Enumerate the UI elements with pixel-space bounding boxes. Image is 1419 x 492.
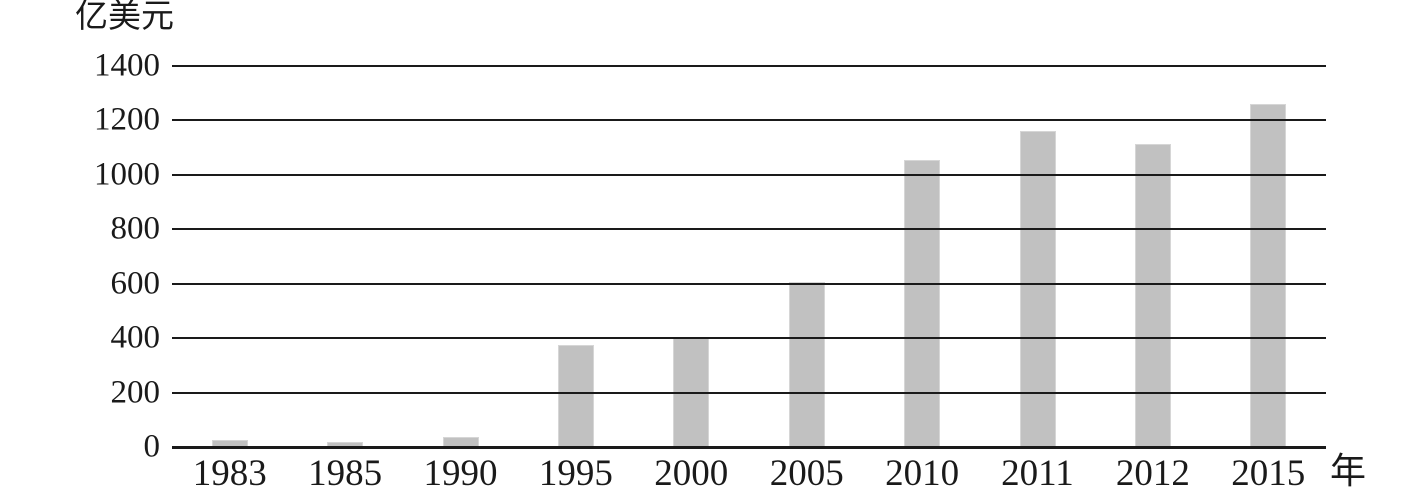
gridline	[172, 173, 1326, 176]
y-tick-label: 0	[143, 428, 161, 465]
y-tick-label: 1400	[94, 47, 160, 84]
bar-2015	[1250, 104, 1287, 447]
gridline	[172, 65, 1326, 67]
bar-2012	[1134, 143, 1171, 447]
y-tick-label: 1000	[94, 156, 160, 193]
x-tick-label: 2000	[654, 453, 729, 492]
y-tick-label: 600	[110, 265, 161, 302]
x-tick-label: 2015	[1231, 453, 1306, 492]
x-tick-label: 1985	[308, 453, 383, 492]
gridline	[172, 391, 1326, 394]
bar-1985	[327, 441, 364, 447]
gridline	[172, 119, 1326, 122]
x-tick-label: 1990	[423, 453, 498, 492]
bar-1995	[557, 344, 594, 447]
gridline	[172, 337, 1326, 340]
y-tick-label: 1200	[94, 101, 160, 138]
y-axis-unit-label: 亿美元	[75, 0, 174, 35]
bar-1983	[211, 440, 248, 447]
x-tick-label: 2005	[769, 453, 844, 492]
x-tick-label: 2011	[1001, 453, 1074, 492]
plot-area	[172, 65, 1326, 449]
x-tick-label: 2010	[885, 453, 960, 492]
x-tick-label: 1983	[192, 453, 267, 492]
x-tick-label: 1995	[538, 453, 613, 492]
y-tick-label: 800	[110, 210, 161, 247]
gridline	[172, 282, 1326, 285]
x-tick-label: 2012	[1115, 453, 1190, 492]
x-axis-baseline	[172, 445, 1326, 449]
bar-2005	[788, 282, 825, 447]
bar-2011	[1019, 131, 1056, 447]
gridline	[172, 228, 1326, 231]
bar-2010	[904, 159, 941, 447]
bar-1990	[442, 437, 479, 447]
y-tick-label: 200	[110, 374, 161, 411]
x-axis-unit-label: 年	[1330, 451, 1367, 491]
y-tick-label: 400	[110, 319, 161, 356]
